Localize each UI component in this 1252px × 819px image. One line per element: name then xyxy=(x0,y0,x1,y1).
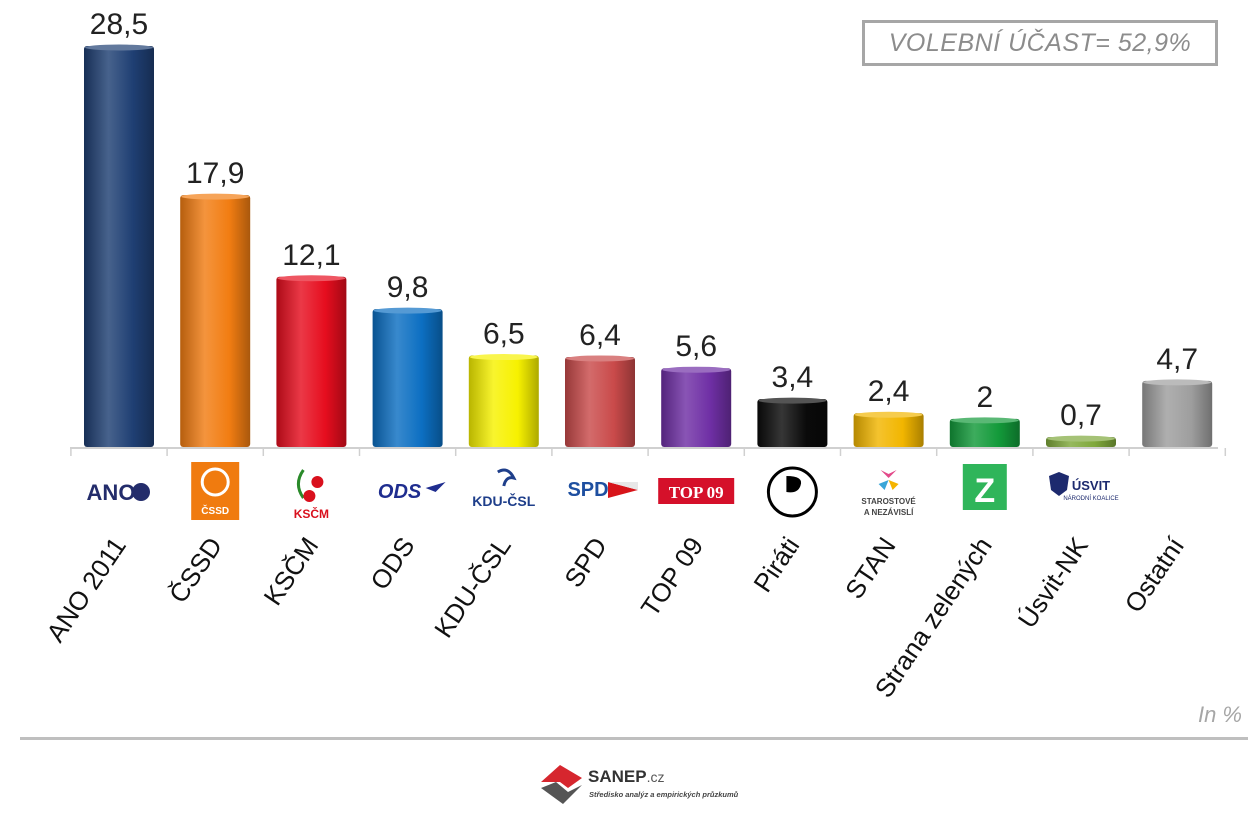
turnout-label: VOLEBNÍ ÚČAST= 52,9% xyxy=(889,29,1191,58)
category-label-4: ODS xyxy=(364,532,420,595)
data-label-11: 0,7 xyxy=(1060,399,1102,432)
svg-text:Z: Z xyxy=(974,472,995,510)
category-label-6: SPD xyxy=(558,532,613,593)
ods-logo: ODS xyxy=(378,481,446,503)
category-label-1: ANO 2011 xyxy=(40,532,132,648)
kdu-csl-logo: KDU-ČSL xyxy=(472,470,535,509)
bar-6 xyxy=(565,357,635,447)
kscm-logo: KSČM xyxy=(294,470,329,521)
svg-text:KDU-ČSL: KDU-ČSL xyxy=(472,492,535,509)
category-label-12: Ostatní xyxy=(1118,531,1190,618)
category-label-9: STAN xyxy=(839,532,902,605)
data-label-9: 2,4 xyxy=(868,375,910,408)
bottom-divider xyxy=(20,737,1248,740)
svg-text:SPD: SPD xyxy=(567,479,608,501)
bar-top-2 xyxy=(181,194,249,200)
bar-8 xyxy=(757,399,827,447)
axis-ticks xyxy=(71,448,1225,456)
category-labels: ANO 2011 ČSSD KSČM ODS KDU-ČSL SPD TOP 09 Pirát… xyxy=(40,531,1190,703)
bar-top-4 xyxy=(374,308,442,314)
data-label-2: 17,9 xyxy=(186,157,244,190)
data-label-4: 9,8 xyxy=(387,271,429,304)
data-label-10: 2 xyxy=(976,381,993,414)
bar-top-7 xyxy=(662,367,730,373)
bar-top-11 xyxy=(1047,436,1115,442)
top09-logo: TOP 09 xyxy=(658,478,734,504)
bar-2 xyxy=(180,195,250,447)
svg-text:NÁRODNÍ KOALICE: NÁRODNÍ KOALICE xyxy=(1063,495,1118,502)
bar-9 xyxy=(854,413,924,447)
party-logos: ANO ČSSD KSČM ODS KDU-ČSL SPD TOP 09 STAROSTOVÉ… xyxy=(87,462,1119,521)
svg-text:ÚSVIT: ÚSVIT xyxy=(1072,478,1110,493)
stan-logo: STAROSTOVÉ A NEZÁVISLÍ xyxy=(861,470,916,517)
bar-chart: 28,5 17,9 12,1 9,8 6,5 6,4 5,6 3,4 2,4 2 0,7 4,7 AN… xyxy=(0,0,1252,819)
spd-logo: SPD xyxy=(567,479,638,501)
bars-layer: 28,5 17,9 12,1 9,8 6,5 6,4 5,6 3,4 2,4 2 0,7 4,7 xyxy=(84,8,1212,447)
unit-label: In % xyxy=(1198,702,1242,728)
data-label-7: 5,6 xyxy=(675,330,717,363)
bar-12 xyxy=(1142,381,1212,447)
data-label-6: 6,4 xyxy=(579,319,621,352)
bar-top-8 xyxy=(758,398,826,404)
bar-4 xyxy=(373,309,443,447)
bar-5 xyxy=(469,356,539,447)
svg-text:A NEZÁVISLÍ: A NEZÁVISLÍ xyxy=(864,508,914,517)
bar-top-12 xyxy=(1143,379,1211,385)
bar-1 xyxy=(84,46,154,447)
ano-logo: ANO xyxy=(87,480,150,505)
data-label-5: 6,5 xyxy=(483,318,525,351)
category-label-7: TOP 09 xyxy=(635,532,709,622)
bar-3 xyxy=(276,277,346,447)
cssd-logo: ČSSD xyxy=(191,462,239,520)
category-label-2: ČSSD xyxy=(163,532,228,609)
footer-subtitle: Středisko analýz a empirických průzkumů xyxy=(589,790,738,799)
category-label-8: Piráti xyxy=(747,532,805,598)
footer-brand: SANEP.cz xyxy=(588,767,664,787)
svg-text:ANO: ANO xyxy=(87,480,136,505)
bar-top-3 xyxy=(277,275,345,281)
bar-7 xyxy=(661,368,731,447)
bar-top-5 xyxy=(470,354,538,360)
svg-text:ČSSD: ČSSD xyxy=(201,504,229,517)
pirati-logo xyxy=(768,468,816,516)
category-label-3: KSČM xyxy=(257,532,324,611)
usvit-logo: ÚSVIT NÁRODNÍ KOALICE xyxy=(1049,472,1119,502)
data-label-1: 28,5 xyxy=(90,8,148,41)
svg-text:STAROSTOVÉ: STAROSTOVÉ xyxy=(861,497,916,506)
svg-text:KSČM: KSČM xyxy=(294,506,329,521)
bar-top-6 xyxy=(566,355,634,361)
svg-text:TOP 09: TOP 09 xyxy=(669,483,724,502)
bar-top-10 xyxy=(951,417,1019,423)
data-label-8: 3,4 xyxy=(772,361,814,394)
bar-top-1 xyxy=(85,45,153,51)
data-label-12: 4,7 xyxy=(1156,343,1198,376)
data-label-3: 12,1 xyxy=(282,239,340,272)
category-label-5: KDU-ČSL xyxy=(428,532,517,643)
zeleni-logo: Z xyxy=(963,464,1007,510)
category-label-11: Úsvit-NK xyxy=(1012,531,1095,633)
svg-text:ODS: ODS xyxy=(378,481,422,503)
turnout-box: VOLEBNÍ ÚČAST= 52,9% xyxy=(862,20,1218,66)
bar-top-9 xyxy=(855,412,923,418)
